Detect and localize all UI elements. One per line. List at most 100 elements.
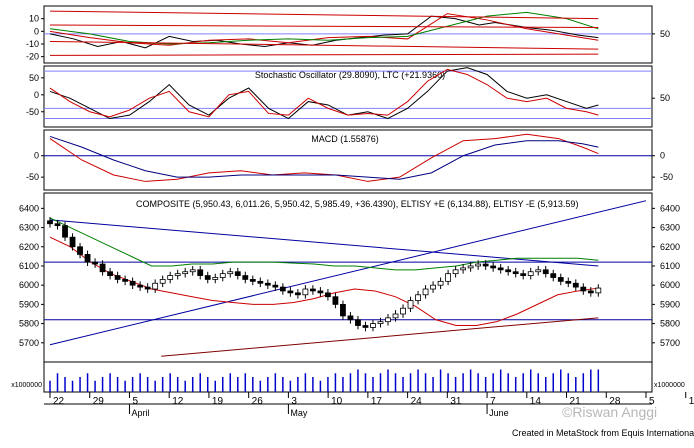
upper-envelope-line	[49, 217, 599, 271]
date-tick-label: 24	[411, 396, 423, 407]
volume-left-label: x1000000	[11, 382, 42, 389]
date-tick-label: 7	[490, 396, 496, 407]
price-left-tick-label: 5900	[19, 299, 39, 309]
price-right-tick-label: 6300	[660, 223, 680, 233]
candle-body	[430, 284, 436, 290]
date-tick-label: 5	[132, 396, 138, 407]
candle-body	[197, 269, 204, 276]
candle-body	[332, 296, 339, 305]
price-left-tick-label: 5800	[19, 319, 39, 329]
candle-body	[497, 267, 504, 271]
candle-body	[520, 273, 527, 276]
candle-body	[475, 263, 482, 267]
osc-series-4	[49, 24, 599, 29]
price-left-tick-label: 6400	[19, 203, 39, 213]
month-label: April	[131, 408, 149, 418]
candle-body	[355, 319, 361, 326]
price-right-tick-label: 5700	[660, 338, 680, 348]
price-left-tick-label: 6200	[19, 242, 39, 252]
watermark: ©Riswan Anggi	[562, 404, 658, 420]
candle-body	[415, 294, 421, 301]
candle-body	[422, 288, 429, 296]
candle-body	[385, 317, 391, 323]
candle-body	[445, 273, 451, 282]
stochastic-title: Stochastic Oscillator (29.8090), LTC (+2…	[255, 70, 445, 80]
date-tick-label: 28	[609, 396, 621, 407]
macd-series-1	[49, 135, 599, 180]
date-tick-label: 21	[570, 396, 582, 407]
stoch-left-tick-label: 50	[29, 73, 39, 83]
osc-left-tick-label: -20	[26, 52, 39, 62]
osc-right-tick-label: 50	[660, 29, 670, 39]
candle-body	[302, 288, 309, 296]
osc-left-tick-label: 10	[29, 14, 39, 24]
price-right-tick-label: 5900	[660, 299, 680, 309]
candle-body	[542, 269, 549, 275]
candle-body	[54, 223, 61, 227]
candle-body	[557, 277, 564, 282]
candle-body	[159, 279, 166, 284]
candle-body	[347, 315, 354, 321]
candle-body	[400, 307, 406, 315]
candle-body	[294, 292, 301, 296]
panel-frame-4	[43, 361, 653, 393]
candle-body	[137, 284, 144, 288]
candle-body	[407, 300, 414, 309]
candle-body	[227, 271, 234, 275]
month-label: June	[489, 408, 509, 418]
macd-left-tick-label: -50	[26, 172, 39, 182]
osc-left-tick-label: -10	[26, 39, 39, 49]
candle-body	[264, 282, 271, 286]
candle-body	[129, 280, 136, 286]
candle-body	[84, 254, 91, 263]
stoch-left-tick-label: 0	[34, 90, 39, 100]
candle-body	[490, 265, 497, 269]
date-tick-label: 10	[331, 396, 343, 407]
candle-body	[219, 273, 226, 278]
candle-body	[279, 286, 286, 292]
candle-body	[152, 282, 159, 290]
osc-series-6	[49, 53, 599, 56]
candle-body	[204, 275, 211, 280]
candle-body	[257, 280, 264, 284]
price-trendline-2	[161, 317, 599, 357]
candle-body	[174, 273, 181, 276]
date-tick-label: 26	[252, 396, 264, 407]
candle-body	[595, 287, 602, 294]
date-tick-label: 12	[172, 396, 184, 407]
candle-body	[99, 263, 106, 273]
candle-body	[482, 263, 489, 267]
candle-body	[362, 325, 369, 328]
month-label: May	[290, 408, 308, 418]
candle-body	[370, 323, 376, 328]
candle-body	[242, 275, 249, 280]
candle-body	[122, 279, 129, 282]
osc-series-1	[49, 13, 599, 46]
price-trendline-1	[49, 200, 647, 346]
candle-body	[182, 271, 189, 275]
candle-body	[587, 290, 594, 294]
osc-series-5	[49, 40, 599, 50]
candle-body	[505, 269, 512, 273]
candle-body	[340, 303, 346, 317]
candle-body	[325, 292, 331, 298]
date-tick-label: 22	[53, 396, 65, 407]
macd-left-tick-label: 0	[34, 151, 39, 161]
panel-frame-2	[43, 129, 653, 191]
price-right-tick-label: 5800	[660, 319, 680, 329]
candle-body	[234, 271, 241, 276]
candle-body	[452, 269, 459, 275]
stoch-right-tick-label: 50	[660, 93, 670, 103]
date-tick-label: 17	[371, 396, 383, 407]
candle-body	[62, 225, 68, 238]
candle-body	[272, 284, 279, 288]
candle-body	[92, 261, 98, 265]
date-tick-label: 3	[291, 396, 297, 407]
date-tick-label: 19	[212, 396, 224, 407]
candle-body	[107, 271, 113, 276]
candle-body	[467, 265, 474, 269]
stoch-left-tick-label: -50	[26, 107, 39, 117]
stoch-series-1	[49, 68, 599, 118]
candle-body	[249, 279, 256, 282]
stoch-series-0	[49, 67, 599, 120]
